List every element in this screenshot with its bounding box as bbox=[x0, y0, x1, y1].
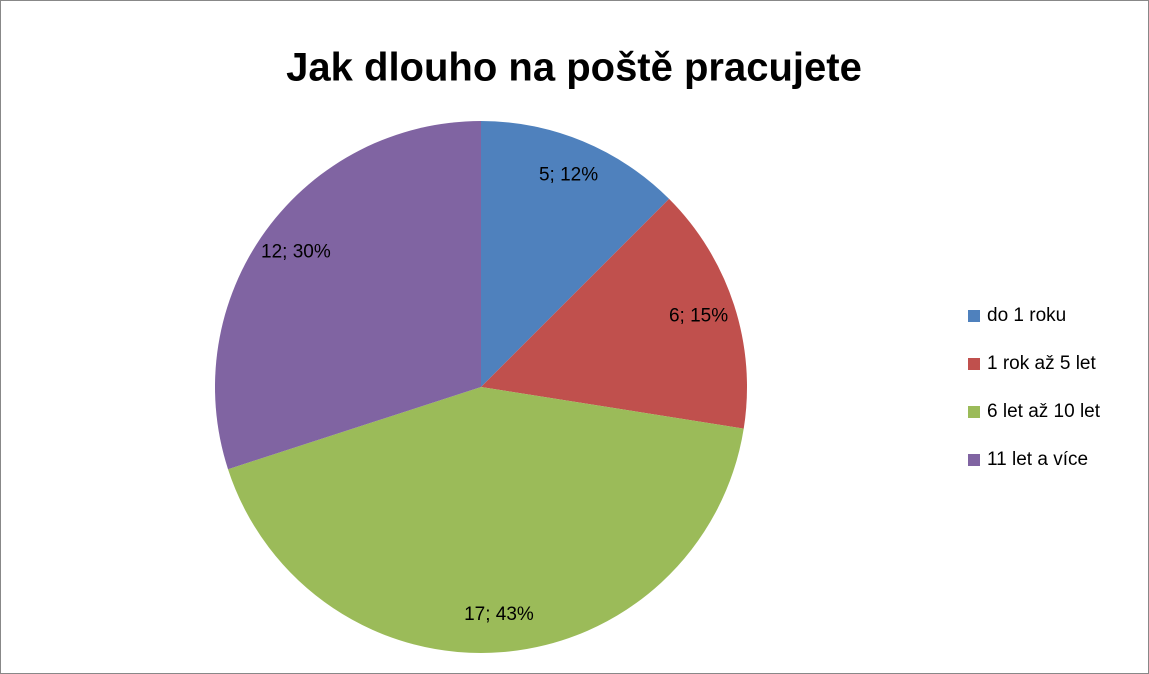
pie-slice bbox=[228, 387, 744, 653]
data-label: 12; 30% bbox=[261, 242, 331, 263]
legend-swatch bbox=[968, 454, 980, 466]
legend-swatch bbox=[968, 358, 980, 370]
pie-slice bbox=[481, 121, 670, 387]
legend-swatch bbox=[968, 406, 980, 418]
legend-swatch bbox=[968, 310, 980, 322]
chart-title: Jak dlouho na poště pracujete bbox=[286, 46, 862, 90]
legend-label: 11 let a více bbox=[987, 449, 1088, 470]
pie-slice bbox=[481, 198, 747, 429]
legend-label: do 1 roku bbox=[987, 305, 1066, 326]
data-label: 5; 12% bbox=[539, 165, 598, 186]
legend-label: 6 let až 10 let bbox=[987, 401, 1101, 422]
pie-slice bbox=[214, 121, 481, 470]
legend-label: 1 rok až 5 let bbox=[987, 353, 1096, 374]
data-label: 17; 43% bbox=[464, 604, 534, 625]
data-label: 6; 15% bbox=[669, 305, 728, 326]
